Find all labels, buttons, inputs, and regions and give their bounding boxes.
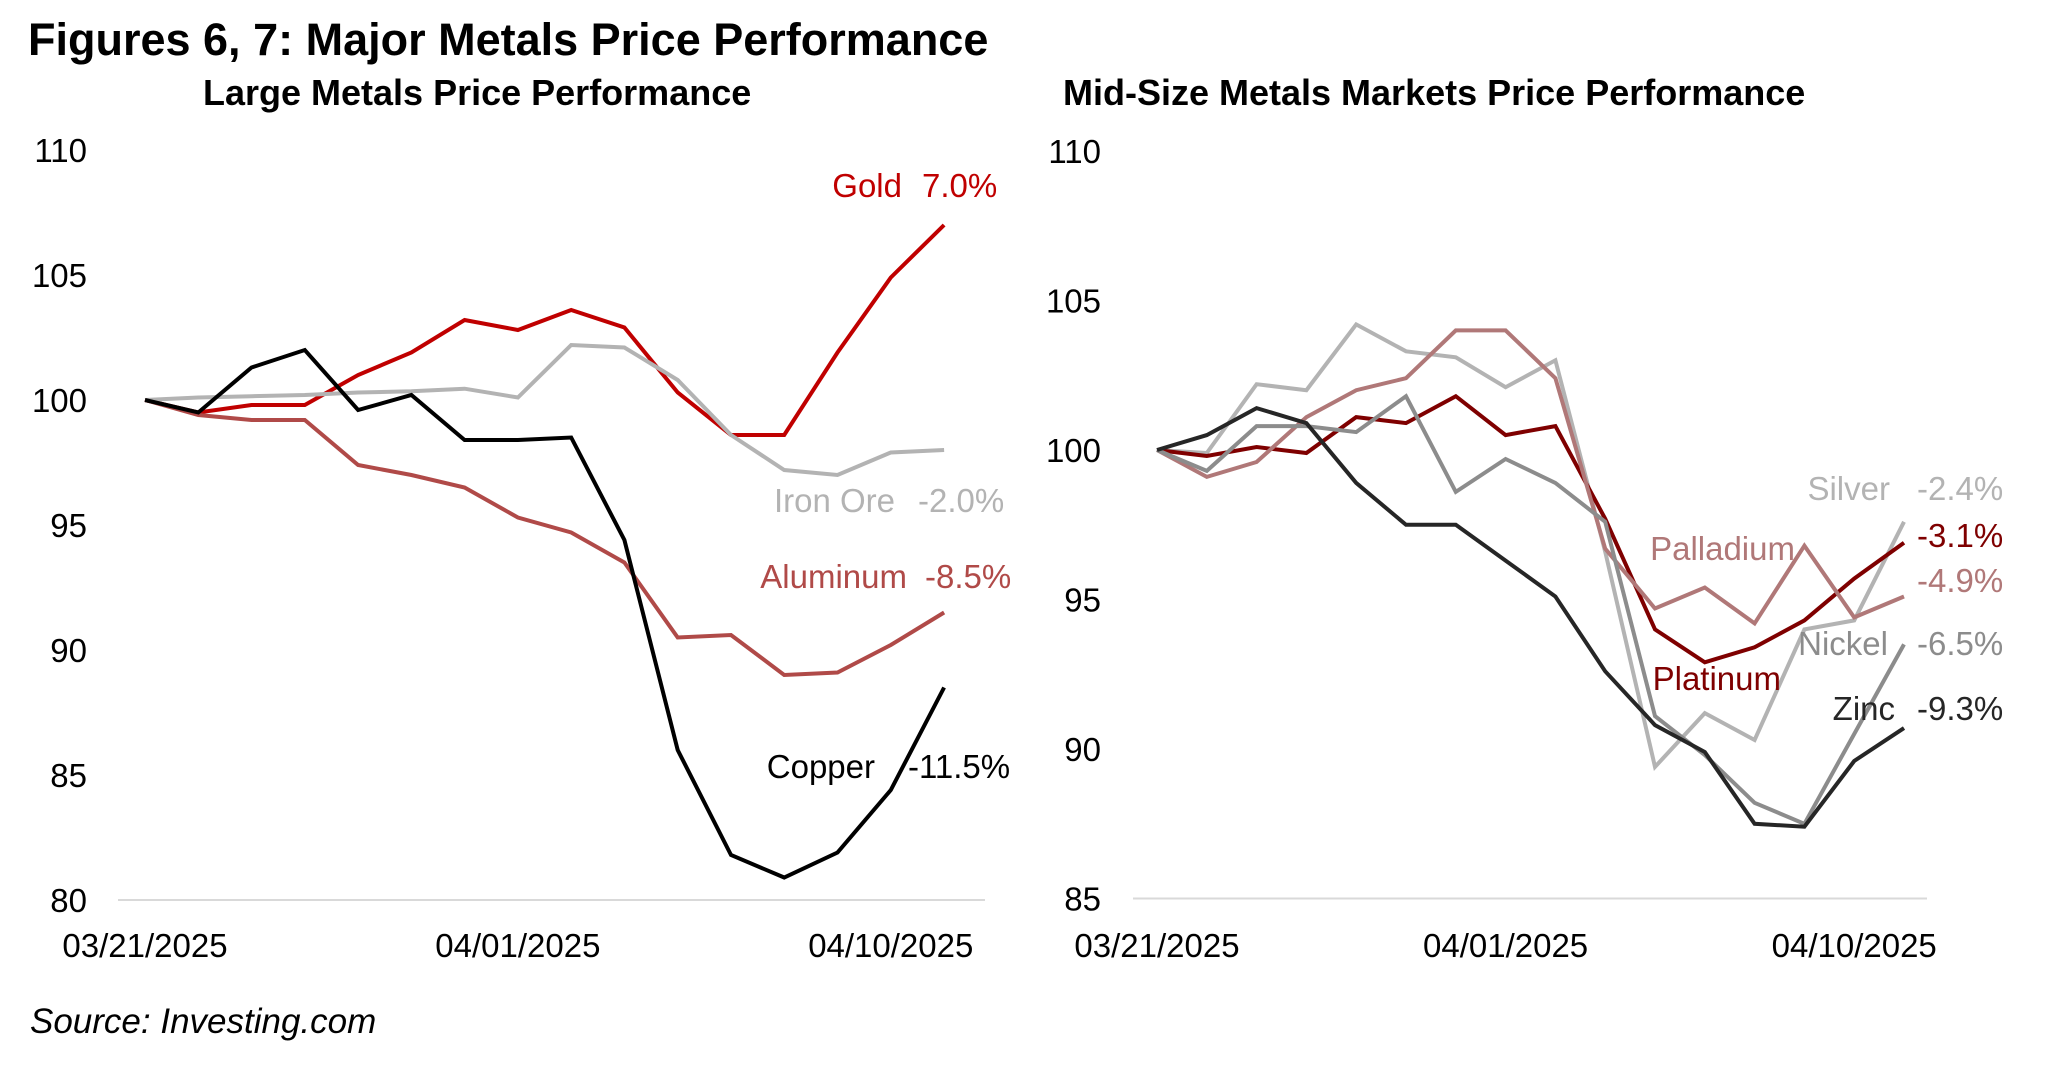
y-tick-label: 85: [1064, 881, 1101, 918]
series-label-silver: Silver: [1807, 470, 1890, 507]
y-tick-label: 105: [32, 257, 87, 294]
series-line-gold: [144, 223, 946, 437]
series-line-aluminum: [144, 398, 946, 678]
series-label-gold: Gold: [832, 167, 902, 204]
chart-mid-size-metals: Mid-Size Metals Markets Price Performanc…: [1046, 72, 2003, 964]
series-line-palladium: [1156, 328, 1905, 627]
y-tick-label: 100: [32, 382, 87, 419]
y-tick-label: 95: [1064, 582, 1101, 619]
series-change-gold: 7.0%: [922, 167, 997, 204]
series-line-iron-ore: [144, 342, 945, 478]
series-labels: Silver -2.4% Platinum -3.1% Palladium -4.9% Ni…: [1650, 470, 2003, 727]
x-tick-label: 04/01/2025: [435, 927, 600, 964]
series-label-iron-ore: Iron Ore: [774, 482, 895, 519]
x-axis: 03/21/2025 04/01/2025 04/10/2025: [1074, 927, 1936, 964]
y-tick-label: 90: [50, 632, 87, 669]
y-axis: 80 85 90 95 100 105 110: [32, 132, 87, 919]
series-change-copper: -11.5%: [908, 748, 1010, 785]
series-label-aluminum: Aluminum: [760, 558, 907, 595]
x-tick-label: 03/21/2025: [62, 927, 227, 964]
series-line-nickel: [1156, 393, 1906, 827]
y-tick-label: 80: [50, 882, 87, 919]
y-tick-label: 110: [34, 132, 87, 169]
y-tick-label: 105: [1046, 283, 1101, 320]
figure-title: Figures 6, 7: Major Metals Price Perform…: [28, 14, 988, 65]
y-tick-label: 95: [50, 507, 87, 544]
x-axis: 03/21/2025 04/01/2025 04/10/2025: [62, 927, 973, 964]
chart-title: Mid-Size Metals Markets Price Performanc…: [1063, 72, 1805, 113]
series-label-palladium: Palladium: [1650, 530, 1795, 567]
series-line-silver: [1156, 321, 1906, 772]
x-tick-label: 04/01/2025: [1423, 927, 1588, 964]
y-tick-label: 110: [1048, 133, 1101, 170]
x-tick-label: 04/10/2025: [808, 927, 973, 964]
series-change-iron-ore: -2.0%: [918, 482, 1004, 519]
y-tick-label: 90: [1064, 731, 1101, 768]
y-tick-label: 85: [50, 757, 87, 794]
series-label-copper: Copper: [767, 748, 875, 785]
series-line-copper: [144, 347, 946, 880]
series-change-silver: -2.4%: [1917, 470, 2003, 507]
series-label-platinum: Platinum: [1653, 660, 1781, 697]
series-lines: [144, 223, 946, 880]
series-labels: Gold 7.0% Iron Ore -2.0% Aluminum -8.5% Copper…: [760, 167, 1011, 785]
series-label-nickel: Nickel: [1798, 625, 1888, 662]
chart-title: Large Metals Price Performance: [203, 72, 751, 113]
y-tick-label: 100: [1046, 432, 1101, 469]
x-tick-label: 03/21/2025: [1074, 927, 1239, 964]
series-line-platinum: [1156, 393, 1906, 665]
series-lines: [1156, 321, 1906, 829]
series-label-zinc: Zinc: [1833, 690, 1895, 727]
source-note: Source: Investing.com: [30, 1002, 376, 1041]
y-axis: 85 90 95 100 105 110: [1046, 133, 1101, 918]
series-change-nickel: -6.5%: [1917, 625, 2003, 662]
series-change-platinum: -3.1%: [1917, 517, 2003, 554]
series-change-palladium: -4.9%: [1917, 562, 2003, 599]
series-change-aluminum: -8.5%: [925, 558, 1011, 595]
series-change-zinc: -9.3%: [1917, 690, 2003, 727]
series-line-zinc: [1156, 405, 1906, 829]
x-tick-label: 04/10/2025: [1772, 927, 1937, 964]
chart-large-metals: Large Metals Price Performance 80 85 90 95 1…: [32, 72, 1011, 964]
